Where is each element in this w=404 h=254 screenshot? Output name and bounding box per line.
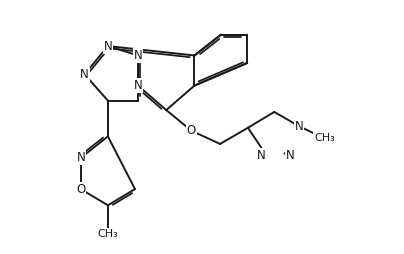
Text: CH₃: CH₃ — [314, 133, 335, 143]
Text: N: N — [103, 40, 112, 53]
Text: O: O — [76, 183, 85, 196]
Text: N: N — [80, 68, 89, 81]
Text: N: N — [295, 120, 303, 133]
Text: N: N — [257, 149, 266, 162]
Text: N: N — [76, 151, 85, 164]
Text: O: O — [187, 124, 196, 137]
Text: N: N — [134, 79, 142, 92]
Text: N: N — [134, 49, 142, 62]
Text: CH₃: CH₃ — [97, 229, 118, 239]
Text: N: N — [286, 149, 295, 162]
